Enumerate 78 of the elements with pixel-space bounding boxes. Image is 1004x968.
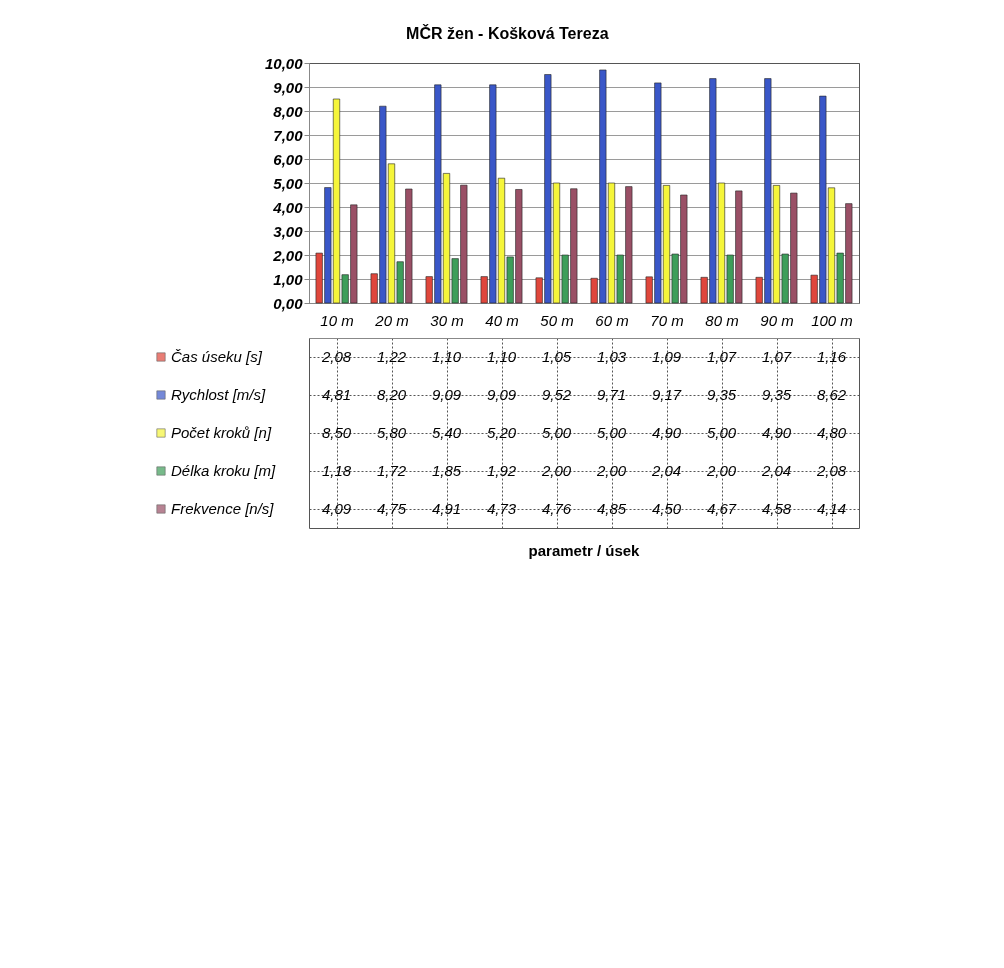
legend-label: Počet kroků [n] <box>171 424 272 441</box>
x-tick-label: 30 m <box>430 311 464 329</box>
data-label: 1,16 <box>816 348 847 365</box>
y-tick-label: 8,00 <box>273 102 304 120</box>
data-label: 2,08 <box>320 348 352 365</box>
x-tick-label: 50 m <box>540 311 574 329</box>
data-label: 1,10 <box>486 348 517 365</box>
y-tick-label: 7,00 <box>273 126 304 144</box>
data-label: 4,90 <box>761 424 792 441</box>
data-label: 1,72 <box>376 462 407 479</box>
data-label: 5,00 <box>541 424 572 441</box>
data-label: 9,35 <box>761 386 792 403</box>
legend-label: Délka kroku [m] <box>171 462 277 479</box>
data-label: 2,08 <box>815 462 847 479</box>
y-tick-label: 5,00 <box>273 174 304 192</box>
data-label: 4,50 <box>651 500 682 517</box>
y-tick-label: 9,00 <box>273 78 304 96</box>
data-label: 2,00 <box>540 462 572 479</box>
x-tick-label: 100 m <box>811 311 853 329</box>
chart-title: MČR žen - Košková Tereza <box>406 23 609 42</box>
y-tick-label: 1,00 <box>273 270 304 288</box>
data-label: 4,73 <box>486 500 517 517</box>
y-tick-label: 10,00 <box>264 54 304 72</box>
data-label: 4,75 <box>376 500 407 517</box>
data-label: 9,35 <box>706 386 737 403</box>
data-label: 1,18 <box>321 462 352 479</box>
data-label: 9,52 <box>541 386 572 403</box>
data-label: 9,17 <box>651 386 682 403</box>
x-tick-label: 90 m <box>760 311 794 329</box>
data-label: 4,58 <box>761 500 792 517</box>
data-label: 4,80 <box>816 424 847 441</box>
x-tick-label: 10 m <box>320 311 354 329</box>
data-label: 4,09 <box>321 500 352 517</box>
data-label: 8,20 <box>376 386 407 403</box>
data-label: 4,76 <box>541 500 572 517</box>
data-label: 1,22 <box>376 348 407 365</box>
data-label: 4,91 <box>431 500 462 517</box>
text: parametr / úsek <box>528 542 641 559</box>
y-tick-label: 2,00 <box>272 246 304 264</box>
data-label: 1,10 <box>431 348 462 365</box>
data-label: 9,09 <box>486 386 517 403</box>
y-tick-label: 3,00 <box>273 222 304 240</box>
data-label: 1,07 <box>706 348 737 365</box>
data-label: 1,09 <box>651 348 682 365</box>
data-label: 9,71 <box>596 386 627 403</box>
data-label: 4,90 <box>651 424 682 441</box>
data-label: 4,67 <box>706 500 737 517</box>
x-tick-label: 70 m <box>650 311 684 329</box>
y-tick-label: 6,00 <box>273 150 304 168</box>
legend-label: Rychlost [m/s] <box>171 386 267 403</box>
legend-label: Frekvence [n/s] <box>171 500 275 517</box>
data-label: 9,09 <box>431 386 462 403</box>
data-label: 1,07 <box>761 348 792 365</box>
legend-label: Čas úseku [s] <box>171 348 263 365</box>
data-label: 2,00 <box>705 462 737 479</box>
x-tick-label: 80 m <box>705 311 739 329</box>
x-tick-label: 60 m <box>595 311 629 329</box>
data-label: 5,20 <box>486 424 517 441</box>
y-tick-label: 0,00 <box>273 294 304 312</box>
data-label: 8,62 <box>816 386 847 403</box>
data-label: 5,00 <box>706 424 737 441</box>
data-label: 1,03 <box>596 348 627 365</box>
data-label: 2,00 <box>595 462 627 479</box>
x-tick-label: 40 m <box>485 311 519 329</box>
data-label: 8,50 <box>321 424 352 441</box>
data-label: 2,04 <box>760 462 792 479</box>
y-tick-label: 4,00 <box>272 198 304 216</box>
data-label: 1,05 <box>541 348 572 365</box>
data-label: 5,40 <box>431 424 462 441</box>
data-label: 4,14 <box>816 500 847 517</box>
data-label: 5,00 <box>596 424 627 441</box>
data-label: 4,85 <box>596 500 627 517</box>
data-label: 5,80 <box>376 424 407 441</box>
data-label: 1,92 <box>486 462 517 479</box>
data-label: 1,85 <box>431 462 462 479</box>
data-label: 2,04 <box>650 462 682 479</box>
data-label: 4,81 <box>321 386 352 403</box>
x-tick-label: 20 m <box>374 311 409 329</box>
